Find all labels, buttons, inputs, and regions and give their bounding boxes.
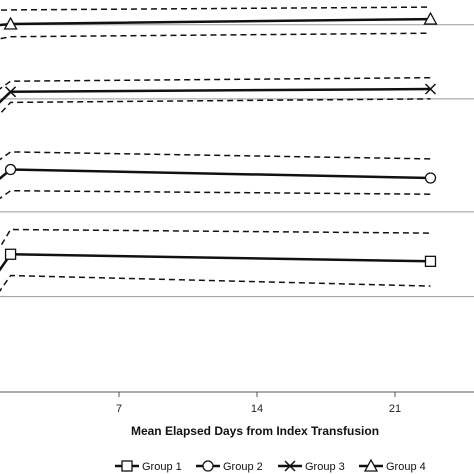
legend-item-2: Group 2	[196, 460, 263, 473]
legend-item-4-swatch-marker	[363, 458, 379, 472]
legend-item-1: Group 1	[115, 460, 182, 473]
legend-item-4-label: Group 4	[386, 461, 426, 473]
series-markers	[3, 11, 438, 267]
legend-item-3-swatch-marker	[284, 460, 296, 472]
series-4-lower-band	[0, 32, 431, 40]
legend-item-1-label: Group 1	[142, 461, 182, 473]
x-axis: 7 14 21	[0, 391, 474, 415]
series-3-line	[0, 87, 431, 104]
series-3-point-2	[5, 86, 17, 98]
legend-item-3-label: Group 3	[305, 461, 345, 473]
x-tick-label-3: 21	[389, 403, 401, 415]
series-4-line	[0, 17, 431, 27]
series-1-line	[0, 253, 431, 272]
series-1-lower-band	[0, 274, 431, 292]
reference-lines	[0, 24, 474, 298]
legend-item-3: Group 3	[278, 460, 345, 473]
legend-item-2-swatch-marker	[202, 460, 214, 472]
x-tick-label-2: 14	[251, 403, 263, 415]
legend-item-1-swatch-marker	[121, 460, 133, 472]
x-axis-title: Mean Elapsed Days from Index Transfusion	[131, 424, 379, 438]
series-1-point-2	[4, 248, 17, 260]
series-3-point-2-stroke-b	[5, 86, 17, 98]
legend-item-4: Group 4	[359, 458, 426, 473]
x-tick-label-1: 7	[116, 403, 122, 415]
series-3-point-3	[424, 83, 437, 95]
series-2-point-2	[4, 163, 17, 176]
series-3-lower-band	[0, 98, 431, 115]
legend-item-3-swatch-marker-stroke-b	[284, 460, 296, 472]
series-1-point-3	[424, 255, 437, 267]
series-4-upper-band	[0, 6, 431, 11]
series-4-point-3	[423, 11, 438, 25]
series-2-point-3	[424, 172, 437, 184]
series-4-point-2	[3, 16, 18, 30]
legend-item-2-label: Group 2	[223, 461, 263, 473]
series-3-point-3-stroke-b	[424, 83, 437, 95]
series-2-lower-band	[0, 189, 431, 200]
confidence-bands	[0, 6, 431, 292]
legend: Group 1 Group 2 Group 3 Group 4	[115, 458, 426, 473]
